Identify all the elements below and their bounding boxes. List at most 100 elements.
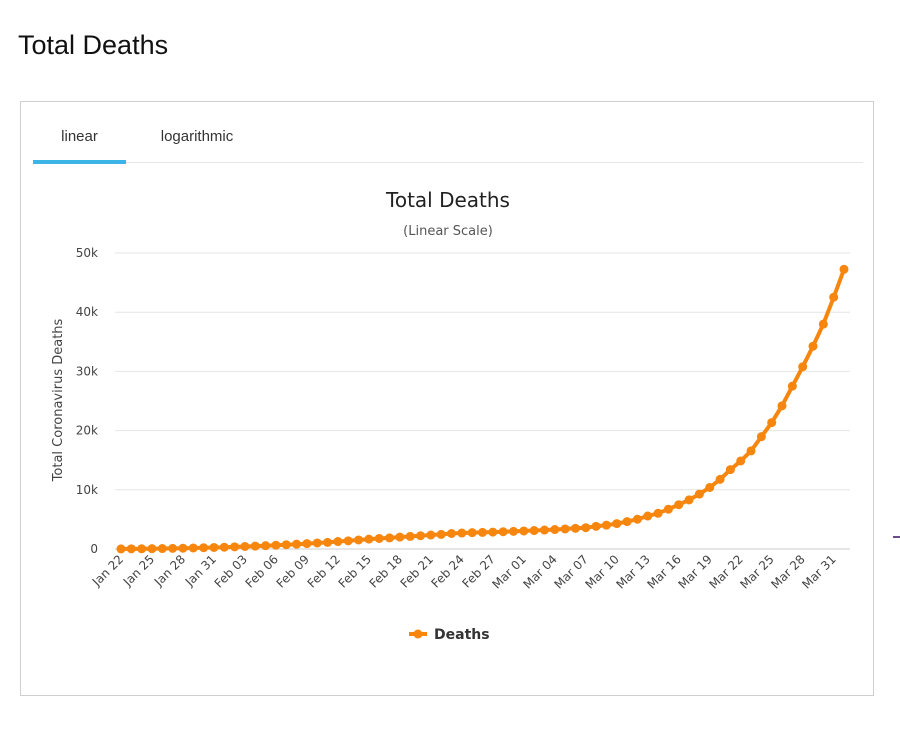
data-point[interactable] [829, 292, 839, 302]
data-point[interactable] [374, 533, 384, 543]
data-point[interactable] [478, 527, 487, 537]
data-point[interactable] [333, 537, 343, 547]
data-point[interactable] [694, 489, 704, 499]
data-point[interactable] [519, 526, 529, 536]
data-point[interactable] [302, 539, 312, 549]
data-point[interactable] [199, 543, 209, 553]
data-point[interactable] [230, 542, 240, 552]
data-point[interactable] [550, 525, 560, 535]
data-point[interactable] [168, 543, 178, 553]
data-point[interactable] [395, 532, 405, 542]
x-tick-label: Jan 22 [89, 552, 126, 589]
legend-marker-icon [413, 629, 423, 639]
gridlines [115, 252, 850, 550]
page-heading: Total Deaths [18, 30, 169, 60]
data-point[interactable] [622, 517, 632, 527]
data-point[interactable] [416, 531, 426, 541]
data-point[interactable] [674, 500, 684, 510]
x-tick-label: Mar 31 [799, 552, 838, 591]
data-point[interactable] [457, 528, 467, 538]
data-point[interactable] [653, 508, 663, 518]
data-point[interactable] [405, 531, 415, 541]
scale-tabs: linear logarithmic [33, 114, 863, 164]
data-point[interactable] [467, 528, 477, 538]
data-point[interactable] [261, 541, 271, 551]
x-tick-label: Feb 21 [398, 552, 436, 590]
x-tick-label: Mar 28 [768, 552, 807, 591]
data-point[interactable] [539, 525, 549, 535]
tab-linear[interactable]: linear [33, 114, 126, 164]
y-tick-label: 10k [76, 483, 98, 497]
data-point[interactable] [715, 474, 725, 484]
data-point[interactable] [663, 504, 673, 514]
data-point[interactable] [581, 523, 591, 533]
data-point[interactable] [591, 521, 601, 531]
data-point[interactable] [767, 418, 777, 428]
data-point[interactable] [756, 432, 766, 442]
data-point[interactable] [250, 541, 260, 551]
data-point[interactable] [498, 527, 508, 537]
data-point[interactable] [188, 543, 198, 553]
data-point[interactable] [157, 544, 167, 554]
data-point[interactable] [632, 514, 642, 524]
y-tick-label: 0 [90, 542, 98, 556]
x-tick-label: Mar 25 [737, 552, 776, 591]
y-axis-ticks: 0 10k 20k 30k 40k 50k [76, 246, 98, 556]
data-point[interactable] [508, 526, 518, 536]
chart-panel: linear logarithmic [20, 101, 874, 696]
data-point[interactable] [746, 446, 756, 456]
data-point[interactable] [426, 530, 436, 540]
data-point[interactable] [271, 540, 281, 550]
x-tick-label: Mar 04 [521, 552, 560, 591]
data-point[interactable] [560, 524, 570, 534]
tab-logarithmic[interactable]: logarithmic [160, 128, 234, 145]
y-axis-title: Total Coronavirus Deaths [51, 318, 66, 482]
data-point[interactable] [323, 537, 333, 547]
data-point[interactable] [209, 542, 219, 552]
edge-indicator [893, 536, 900, 538]
x-tick-label: Feb 06 [243, 552, 281, 590]
chart-subtitle: (Linear Scale) [403, 224, 493, 239]
chart-title: Total Deaths [385, 188, 510, 212]
data-point[interactable] [354, 535, 364, 545]
data-point[interactable] [178, 543, 188, 553]
data-point[interactable] [818, 319, 828, 329]
data-point[interactable] [725, 465, 735, 475]
data-point[interactable] [601, 520, 611, 530]
data-point[interactable] [436, 529, 446, 539]
data-point[interactable] [219, 542, 229, 552]
data-point[interactable] [343, 536, 353, 546]
y-tick-label: 20k [76, 424, 98, 438]
data-point[interactable] [312, 538, 322, 548]
data-point[interactable] [612, 519, 622, 529]
y-tick-label: 30k [76, 364, 98, 378]
data-point[interactable] [798, 362, 808, 372]
data-point[interactable] [385, 533, 395, 543]
data-point[interactable] [839, 264, 849, 274]
data-point[interactable] [240, 541, 250, 551]
legend[interactable]: Deaths [409, 627, 490, 643]
data-point[interactable] [488, 527, 498, 537]
data-point[interactable] [292, 539, 302, 549]
data-point[interactable] [364, 534, 374, 544]
data-point[interactable] [529, 526, 539, 536]
data-point[interactable] [447, 529, 457, 539]
x-tick-label: Jan 28 [151, 552, 188, 589]
data-point[interactable] [787, 381, 797, 391]
data-point[interactable] [705, 482, 715, 492]
data-point[interactable] [570, 523, 580, 533]
data-point[interactable] [147, 544, 157, 554]
data-point[interactable] [116, 544, 126, 554]
data-point[interactable] [777, 401, 787, 411]
data-point[interactable] [281, 540, 291, 550]
x-tick-label: Mar 10 [582, 552, 621, 591]
data-point[interactable] [736, 456, 746, 466]
data-point[interactable] [684, 495, 694, 505]
data-point[interactable] [643, 511, 653, 521]
data-point[interactable] [137, 544, 147, 554]
data-point[interactable] [126, 544, 136, 554]
x-tick-label: Feb 03 [212, 552, 250, 590]
x-tick-label: Feb 09 [274, 552, 312, 590]
data-point[interactable] [808, 341, 818, 351]
